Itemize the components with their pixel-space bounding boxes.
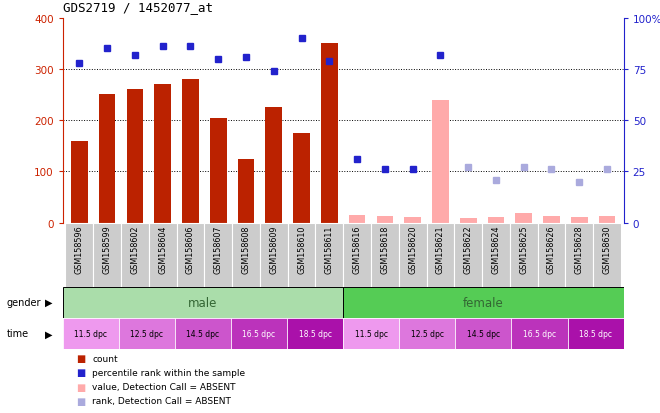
Text: GSM158625: GSM158625 — [519, 225, 528, 273]
Bar — [399, 223, 426, 287]
Bar — [432, 100, 449, 223]
Text: 11.5 dpc: 11.5 dpc — [74, 329, 107, 338]
Bar — [231, 318, 287, 349]
Text: GSM158630: GSM158630 — [603, 225, 612, 273]
Text: GSM158606: GSM158606 — [186, 225, 195, 273]
Text: 14.5 dpc: 14.5 dpc — [467, 329, 500, 338]
Bar — [510, 223, 538, 287]
Text: value, Detection Call = ABSENT: value, Detection Call = ABSENT — [92, 382, 236, 391]
Text: 14.5 dpc: 14.5 dpc — [186, 329, 220, 338]
Bar — [538, 223, 566, 287]
Bar — [568, 318, 624, 349]
Bar — [210, 118, 226, 223]
Bar — [426, 223, 454, 287]
Bar — [260, 223, 288, 287]
Bar — [99, 95, 116, 223]
Text: GSM158620: GSM158620 — [408, 225, 417, 273]
Bar — [512, 318, 568, 349]
Text: GSM158607: GSM158607 — [214, 225, 222, 273]
Text: GSM158621: GSM158621 — [436, 225, 445, 273]
Text: GSM158602: GSM158602 — [131, 225, 139, 273]
Text: 16.5 dpc: 16.5 dpc — [242, 329, 276, 338]
Text: rank, Detection Call = ABSENT: rank, Detection Call = ABSENT — [92, 396, 231, 405]
Bar — [343, 223, 371, 287]
Text: ▶: ▶ — [45, 297, 52, 308]
Text: GSM158609: GSM158609 — [269, 225, 279, 273]
Bar — [287, 318, 343, 349]
Bar — [593, 223, 621, 287]
Bar — [343, 318, 399, 349]
Bar — [515, 214, 532, 223]
Bar — [460, 219, 477, 223]
Bar — [488, 218, 504, 223]
Bar — [405, 218, 421, 223]
Bar — [93, 223, 121, 287]
Bar — [399, 318, 455, 349]
Bar — [119, 318, 175, 349]
Bar — [182, 80, 199, 223]
Bar — [482, 223, 510, 287]
Text: GSM158628: GSM158628 — [575, 225, 583, 273]
Bar — [148, 223, 177, 287]
Bar — [121, 223, 148, 287]
Text: 11.5 dpc: 11.5 dpc — [354, 329, 387, 338]
Text: gender: gender — [7, 297, 41, 308]
Text: percentile rank within the sample: percentile rank within the sample — [92, 368, 246, 377]
Bar — [65, 223, 93, 287]
Text: 12.5 dpc: 12.5 dpc — [411, 329, 444, 338]
Bar — [63, 287, 343, 318]
Text: GSM158596: GSM158596 — [75, 225, 84, 273]
Bar — [238, 159, 254, 223]
Text: ■: ■ — [76, 353, 85, 363]
Bar — [127, 90, 143, 223]
Text: ■: ■ — [76, 382, 85, 392]
Text: 12.5 dpc: 12.5 dpc — [130, 329, 164, 338]
Bar — [288, 223, 315, 287]
Text: 16.5 dpc: 16.5 dpc — [523, 329, 556, 338]
Bar — [321, 44, 338, 223]
Bar — [376, 217, 393, 223]
Text: ▶: ▶ — [45, 328, 52, 339]
Bar — [205, 223, 232, 287]
Bar — [566, 223, 593, 287]
Bar — [293, 133, 310, 223]
Bar — [455, 318, 512, 349]
Text: GSM158624: GSM158624 — [492, 225, 500, 273]
Text: GSM158626: GSM158626 — [547, 225, 556, 273]
Bar — [175, 318, 231, 349]
Bar — [343, 287, 624, 318]
Text: GSM158622: GSM158622 — [464, 225, 473, 273]
Text: female: female — [463, 296, 504, 309]
Text: ■: ■ — [76, 368, 85, 377]
Bar — [154, 85, 171, 223]
Text: GSM158599: GSM158599 — [103, 225, 112, 273]
Text: GSM158618: GSM158618 — [380, 225, 389, 273]
Bar — [315, 223, 343, 287]
Text: GSM158610: GSM158610 — [297, 225, 306, 273]
Bar — [348, 215, 366, 223]
Text: GSM158611: GSM158611 — [325, 225, 334, 273]
Text: GSM158616: GSM158616 — [352, 225, 362, 273]
Bar — [571, 218, 587, 223]
Text: GDS2719 / 1452077_at: GDS2719 / 1452077_at — [63, 2, 213, 14]
Text: GSM158604: GSM158604 — [158, 225, 167, 273]
Text: time: time — [7, 328, 29, 339]
Bar — [371, 223, 399, 287]
Text: count: count — [92, 354, 118, 363]
Bar — [177, 223, 205, 287]
Bar — [599, 217, 615, 223]
Bar — [232, 223, 260, 287]
Bar — [63, 318, 119, 349]
Bar — [543, 217, 560, 223]
Text: 18.5 dpc: 18.5 dpc — [298, 329, 331, 338]
Text: ■: ■ — [76, 396, 85, 406]
Text: GSM158608: GSM158608 — [242, 225, 251, 273]
Bar — [265, 108, 282, 223]
Bar — [71, 141, 88, 223]
Text: 18.5 dpc: 18.5 dpc — [579, 329, 612, 338]
Text: male: male — [188, 296, 218, 309]
Bar — [454, 223, 482, 287]
